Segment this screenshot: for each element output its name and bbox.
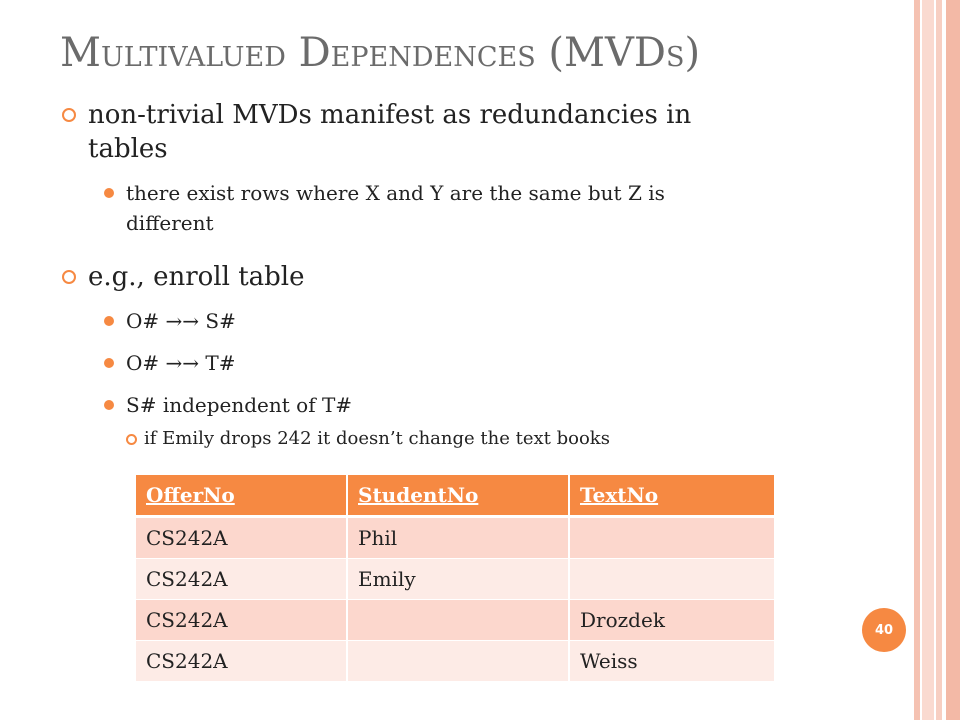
sub-bullet-text: S# independent of T# [126, 393, 353, 417]
bullet-dot-icon [104, 188, 114, 198]
title-part: ultivalued [100, 42, 286, 73]
bullet-dot-icon [104, 316, 114, 326]
table-cell [569, 558, 776, 600]
title-part: s [665, 42, 685, 73]
sub-bullet-text: O# →→ S# [126, 309, 236, 333]
sub-bullet-text: there exist rows where X and Y are the s… [126, 181, 665, 235]
sub-bullet-item: O# →→ S# [60, 306, 760, 336]
page-number-badge: 40 [862, 608, 906, 652]
table-cell: CS242A [136, 599, 348, 641]
table-cell [569, 516, 776, 559]
title-part: (MVD [535, 30, 666, 76]
table-row: CS242A Weiss [136, 640, 776, 682]
title-part: ependences [330, 42, 536, 73]
slide-title: Multivalued Dependences (MVDs) [60, 30, 700, 76]
enroll-table: OfferNo StudentNo TextNo CS242A Phil CS2… [136, 475, 776, 682]
sub-bullet-item: there exist rows where X and Y are the s… [60, 178, 760, 238]
column-header-textno: TextNo [569, 475, 776, 518]
bullet-text: e.g., enroll table [88, 262, 305, 292]
table-cell: Weiss [569, 640, 776, 682]
table-cell: Drozdek [569, 599, 776, 641]
table-cell: Phil [347, 516, 570, 559]
bullet-ring-icon [62, 108, 76, 122]
bullet-dot-icon [104, 400, 114, 410]
column-header-offerno: OfferNo [136, 475, 348, 518]
title-part: ) [684, 30, 701, 76]
title-part: M [60, 30, 101, 76]
sub-sub-bullet-text: if Emily drops 242 it doesn’t change the… [144, 428, 610, 449]
table-cell [347, 599, 570, 641]
bullet-list: non-trivial MVDs manifest as redundancie… [60, 98, 760, 452]
sub-bullet-item: O# →→ T# [60, 348, 760, 378]
bullet-item: non-trivial MVDs manifest as redundancie… [60, 98, 760, 166]
bullet-item: e.g., enroll table [60, 260, 760, 294]
sub-bullet-text: O# →→ T# [126, 351, 236, 375]
bullet-text: non-trivial MVDs manifest as redundancie… [88, 100, 692, 164]
sub-bullet-item: S# independent of T# [60, 390, 760, 420]
table-header-row: OfferNo StudentNo TextNo [136, 475, 776, 518]
column-header-studentno: StudentNo [347, 475, 570, 518]
bullet-ring-icon [126, 434, 137, 445]
sub-sub-bullet-item: if Emily drops 242 it doesn’t change the… [60, 426, 760, 452]
table-cell: Emily [347, 558, 570, 600]
bullet-dot-icon [104, 358, 114, 368]
table-cell [347, 640, 570, 682]
title-part: D [285, 30, 331, 76]
bullet-ring-icon [62, 270, 76, 284]
decorative-side-stripes [914, 0, 960, 720]
table-cell: CS242A [136, 558, 348, 600]
table-cell: CS242A [136, 640, 348, 682]
table-row: CS242A Emily [136, 558, 776, 600]
table-cell: CS242A [136, 516, 348, 559]
table-row: CS242A Drozdek [136, 599, 776, 641]
table-row: CS242A Phil [136, 516, 776, 559]
